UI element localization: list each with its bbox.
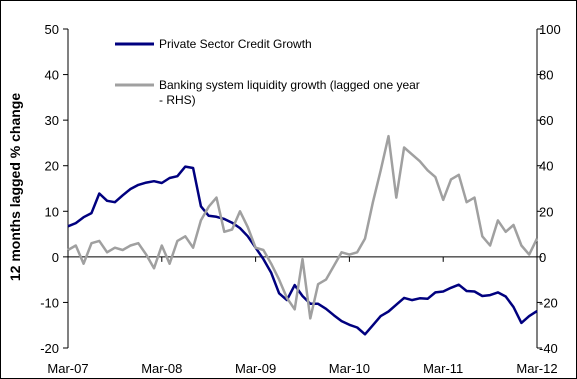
- right-tick-label: 80: [539, 68, 553, 83]
- right-tick-label: 0: [539, 250, 546, 265]
- left-tick-label: -10: [40, 295, 59, 310]
- left-tick-label: 30: [45, 113, 59, 128]
- right-tick-label: -20: [539, 295, 558, 310]
- right-tick-label: 40: [539, 159, 553, 174]
- x-tick-label: Mar-12: [516, 361, 557, 376]
- legend-label-line: Banking system liquidity growth (lagged …: [159, 78, 420, 92]
- legend: Private Sector Credit Growth Banking sys…: [115, 37, 420, 107]
- left-tick-label: 20: [45, 159, 59, 174]
- x-tick-label: Mar-07: [47, 361, 88, 376]
- left-tick-label: 0: [52, 250, 59, 265]
- series-private-credit: [67, 165, 538, 336]
- x-axis: Mar-07 Mar-08 Mar-09 Mar-10 Mar-11 Mar-12: [47, 256, 558, 376]
- left-tick-label: -20: [40, 341, 59, 356]
- x-tick-label: Mar-08: [141, 361, 182, 376]
- left-tick-label: 10: [45, 204, 59, 219]
- y-axis-label: 12 months lagged % change: [7, 93, 23, 281]
- right-tick-label: -40: [539, 341, 558, 356]
- series-line: [67, 165, 538, 336]
- left-tick-label: 40: [45, 68, 59, 83]
- legend-label-private-credit: Private Sector Credit Growth: [159, 37, 312, 51]
- series-layer: [67, 134, 539, 336]
- left-tick-label: 50: [45, 22, 59, 37]
- series-liquidity: [67, 134, 539, 320]
- right-tick-label: 100: [539, 22, 561, 37]
- right-axis: 100 80 60 40 20 0 -20 -40: [537, 22, 561, 356]
- right-tick-label: 60: [539, 113, 553, 128]
- x-tick-label: Mar-10: [329, 361, 370, 376]
- right-tick-label: 20: [539, 204, 553, 219]
- series-line: [67, 134, 539, 320]
- legend-label-liquidity: Banking system liquidity growth (lagged …: [159, 78, 420, 107]
- x-tick-label: Mar-09: [235, 361, 276, 376]
- left-axis: 50 40 30 20 10 0 -10 -20: [40, 22, 68, 356]
- x-tick-label: Mar-11: [423, 361, 463, 376]
- legend-label-line: - RHS): [159, 93, 196, 107]
